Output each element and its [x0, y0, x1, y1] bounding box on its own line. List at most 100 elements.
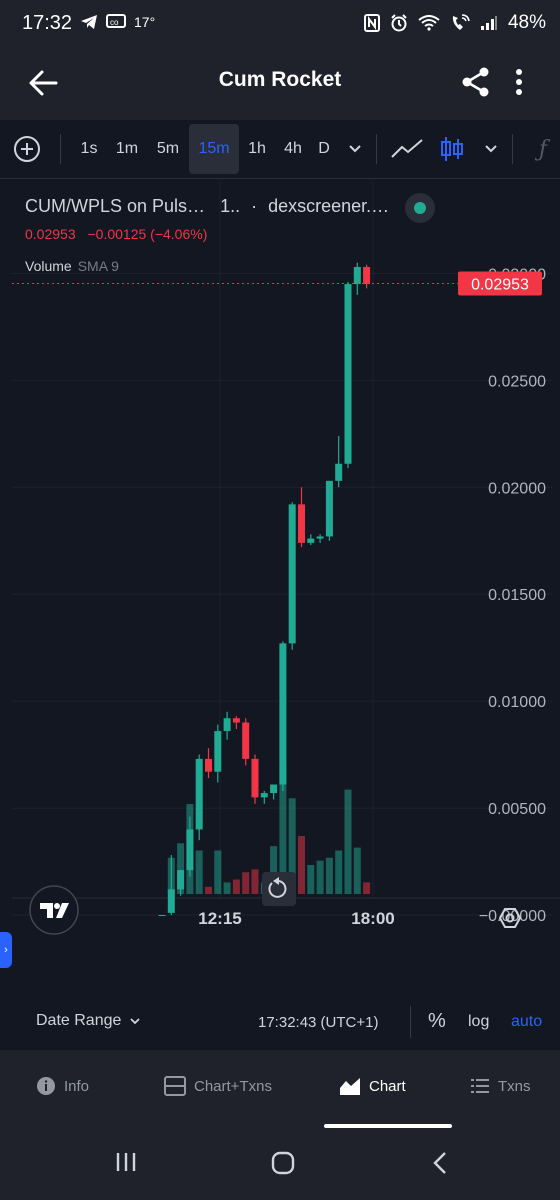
volume-bar: [214, 850, 222, 894]
volume-bar: [186, 804, 194, 894]
telegram-icon: [81, 15, 97, 29]
candle-body: [325, 480, 333, 537]
volume-bar: [205, 886, 212, 894]
symbol-legend[interactable]: CUM/WPLS on Puls… 1.. · dexscreener.…: [25, 196, 390, 216]
volume-bar: [167, 857, 175, 894]
candle-body: [298, 504, 305, 543]
nav-chart[interactable]: Chart: [339, 1072, 406, 1100]
chevron-down-icon: [130, 1018, 141, 1025]
settings-hexagon-icon[interactable]: [498, 908, 522, 928]
candle-body: [195, 758, 203, 830]
auto-scale-toggle[interactable]: auto: [511, 1013, 543, 1030]
chart-clock[interactable]: 17:32:43 (UTC+1): [258, 1014, 379, 1031]
candles-icon: [441, 137, 463, 161]
settings-hexagon-icon-center: [505, 913, 515, 923]
candle-body: [205, 758, 212, 772]
volume-bar: [279, 763, 287, 894]
candles-chart-type-button[interactable]: [438, 120, 466, 178]
interval-d[interactable]: D: [318, 140, 330, 157]
recent-apps-icon[interactable]: [114, 1150, 138, 1174]
legend-source: dexscreener.…: [268, 196, 390, 216]
nfc-icon: [363, 14, 380, 32]
volume-bar: [344, 789, 352, 894]
plus-circle-icon: [14, 136, 40, 162]
interval-5m[interactable]: 5m: [156, 140, 180, 157]
chevron-down-icon: [485, 145, 497, 153]
tradingview-logo-slash: [56, 903, 69, 918]
wifi-call-icon: [452, 14, 470, 30]
home-icon[interactable]: [270, 1150, 296, 1176]
list-icon: [471, 1079, 489, 1093]
nav-chart-txns[interactable]: Chart+Txns: [164, 1072, 272, 1100]
interval-1m[interactable]: 1m: [115, 140, 139, 157]
svg-text:co: co: [110, 18, 119, 27]
status-bar: 17:32 co 17° 48%: [0, 0, 560, 48]
price-tick-label: 0.00500: [488, 801, 546, 818]
log-scale-toggle[interactable]: log: [468, 1013, 490, 1030]
area-chart-icon: [340, 1078, 360, 1095]
volume-bar: [325, 857, 333, 894]
volume-bar: [177, 843, 185, 894]
time-tick-label: 12:15: [198, 909, 241, 928]
volume-legend[interactable]: Volume SMA 9: [25, 258, 119, 274]
candle-body: [307, 538, 315, 543]
sma-label: SMA 9: [77, 258, 119, 274]
candle-body: [167, 889, 175, 913]
interval-1s[interactable]: 1s: [80, 140, 98, 157]
interval-15m[interactable]: 15m: [189, 124, 239, 174]
status-temperature: 17°: [134, 14, 156, 30]
nav-info-label: Info: [64, 1077, 90, 1095]
reset-view-button[interactable]: [262, 872, 296, 906]
candle-body: [214, 731, 222, 772]
legend-last-price: 0.02953: [25, 226, 76, 242]
price-tick-label: 0.02000: [488, 480, 546, 497]
time-tick-label: 18:00: [351, 909, 394, 928]
interval-dropdown[interactable]: [344, 120, 366, 178]
tradingview-logo-dot: [54, 903, 60, 909]
alarm-icon: [391, 14, 407, 32]
line-chart-type-button[interactable]: [388, 120, 426, 178]
market-status-indicator[interactable]: [405, 193, 435, 223]
chart-pane[interactable]: 0.030000.025000.020000.015000.010000.005…: [12, 182, 560, 954]
nav-info[interactable]: Info: [36, 1072, 89, 1100]
price-chart[interactable]: 0.030000.025000.020000.015000.010000.005…: [12, 182, 560, 954]
candle-body: [288, 504, 296, 644]
volume-bar: [298, 836, 305, 894]
interval-4h[interactable]: 4h: [284, 140, 302, 157]
volume-bar: [288, 798, 296, 894]
candle-body: [242, 722, 250, 759]
more-vertical-icon[interactable]: [508, 66, 530, 98]
candle-body: [270, 784, 278, 794]
tradingview-logo-icon[interactable]: [29, 885, 79, 935]
nav-chart-txns-label: Chart+Txns: [194, 1077, 272, 1095]
chart-txns-icon: [164, 1076, 186, 1096]
symbol-name: CUM/WPLS on Puls…: [25, 196, 206, 216]
date-range-label: Date Range: [36, 1012, 122, 1029]
status-time: 17:32: [22, 12, 73, 34]
indicators-button[interactable]: ƒ: [530, 120, 556, 178]
nav-txns-label: Txns: [498, 1077, 531, 1095]
date-range-button[interactable]: Date Range: [36, 1012, 141, 1030]
bottom-nav: Info Chart+Txns Chart Txns: [0, 1050, 560, 1200]
percent-scale-toggle[interactable]: %: [428, 1010, 446, 1032]
volume-bar: [307, 865, 315, 894]
volume-bar: [251, 869, 259, 894]
last-price-label-bg: [458, 271, 542, 296]
last-price-label: 0.02953: [471, 276, 529, 293]
candle-body: [223, 718, 231, 732]
add-indicator-button[interactable]: [12, 120, 42, 178]
info-icon: [37, 1077, 55, 1095]
candle-body: [316, 536, 324, 539]
signal-icon: [480, 16, 497, 30]
nav-txns[interactable]: Txns: [470, 1072, 531, 1100]
candle-body: [279, 643, 287, 785]
candle-body: [344, 284, 352, 464]
candle-body: [363, 266, 371, 285]
interval-1h[interactable]: 1h: [248, 140, 266, 157]
chart-type-dropdown[interactable]: [480, 120, 502, 178]
back-nav-icon[interactable]: [430, 1150, 450, 1176]
share-icon[interactable]: [460, 66, 492, 98]
arrow-left-icon[interactable]: [26, 66, 60, 100]
status-battery: 48%: [507, 12, 546, 33]
expand-sidebar-button[interactable]: ›: [0, 932, 12, 968]
